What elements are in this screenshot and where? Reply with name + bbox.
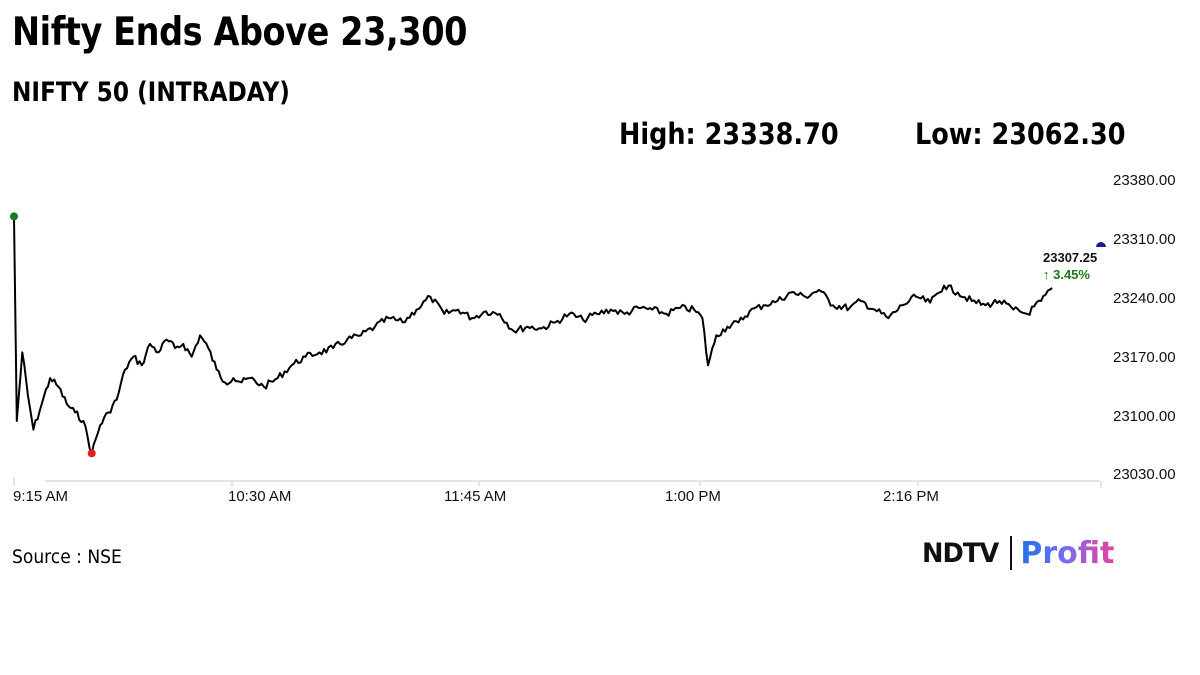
logo-product: Profit (1020, 535, 1115, 571)
low-marker (87, 449, 96, 458)
x-tick-label: 1:00 PM (665, 488, 721, 505)
previous-close-marker (1096, 242, 1106, 247)
x-axis-ticks (13, 477, 1102, 488)
logo-brand: NDTV (922, 537, 999, 569)
last-price-label: 23307.25 (1043, 250, 1098, 265)
page-title: Nifty Ends Above 23,300 (12, 10, 468, 55)
x-tick-label: 2:16 PM (883, 488, 939, 505)
y-tick-label: 23100.00 (1113, 408, 1176, 425)
x-tick-label: 11:45 AM (444, 488, 507, 505)
day-low-label: Low: 23062.30 (915, 117, 1126, 151)
high-marker (10, 212, 18, 221)
change-percent-label: ↑ 3.45% (1043, 267, 1090, 282)
logo-divider (1010, 536, 1013, 570)
y-tick-label: 23310.00 (1113, 231, 1176, 248)
day-high-label: High: 23338.70 (619, 117, 839, 151)
price-line (13, 216, 1053, 455)
y-tick-label: 23380.00 (1113, 172, 1176, 189)
chart-subtitle: NIFTY 50 (INTRADAY) (12, 77, 290, 108)
y-tick-label: 23170.00 (1113, 349, 1176, 366)
ndtv-profit-logo: NDTV Profit (920, 533, 1114, 573)
source-label: Source : NSE (12, 546, 122, 568)
x-tick-label: 9:15 AM (13, 488, 69, 505)
y-tick-label: 23030.00 (1113, 466, 1176, 483)
x-tick-label: 10:30 AM (228, 488, 292, 505)
y-tick-label: 23240.00 (1113, 290, 1176, 307)
